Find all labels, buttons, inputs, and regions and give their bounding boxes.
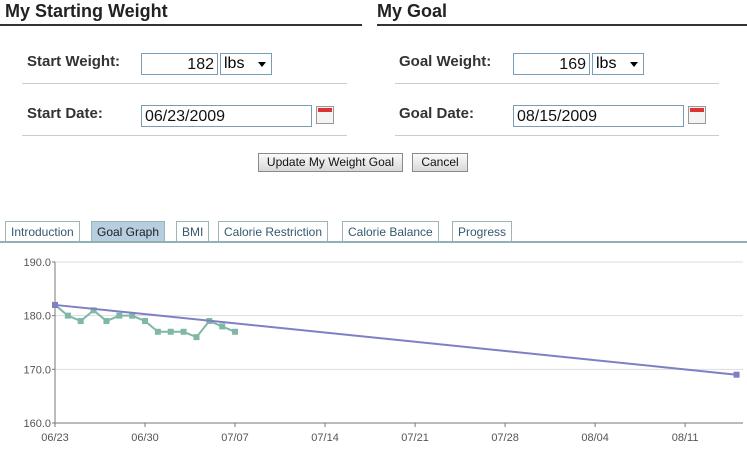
weight-input[interactable]: 182	[141, 53, 218, 75]
data-point	[52, 301, 58, 308]
field-label: Goal Date:	[399, 105, 475, 122]
tab[interactable]: Goal Graph	[91, 221, 166, 242]
data-point	[180, 328, 187, 335]
data-point	[52, 301, 58, 308]
section-title: My Goal	[377, 1, 448, 21]
separator	[395, 135, 719, 136]
calendar-button[interactable]	[688, 106, 706, 124]
data-point	[129, 312, 136, 319]
separator	[22, 135, 347, 136]
update-button[interactable]: Update My Weight Goal	[258, 153, 403, 172]
data-point	[103, 318, 110, 325]
y-tick-label: 190.0	[23, 257, 51, 269]
field-label: Start Date:	[27, 105, 103, 122]
y-tick-label: 170.0	[23, 364, 51, 376]
field-label: Goal Weight:	[399, 53, 492, 70]
data-point	[733, 371, 740, 378]
separator	[22, 83, 347, 84]
x-tick-label: 07/07	[221, 432, 249, 444]
calendar-button[interactable]	[316, 106, 334, 124]
tab[interactable]: Progress	[452, 221, 513, 242]
x-tick-label: 06/23	[41, 432, 69, 444]
data-point	[116, 312, 123, 319]
unit-select[interactable]: lbs	[220, 53, 272, 75]
data-point	[77, 318, 84, 325]
date-input[interactable]: 06/23/2009	[141, 105, 312, 127]
data-point	[206, 318, 213, 325]
data-line	[54, 303, 737, 376]
data-point	[142, 318, 149, 325]
separator	[395, 83, 719, 84]
data-point	[193, 334, 200, 341]
x-tick-label: 07/28	[491, 432, 519, 444]
data-point	[154, 328, 161, 335]
data-point	[90, 307, 97, 314]
tab-underline	[0, 241, 747, 243]
data-point	[64, 312, 71, 319]
x-tick-label: 06/30	[131, 432, 159, 444]
tab[interactable]: Calorie Balance	[342, 221, 439, 242]
divider	[0, 24, 362, 26]
cancel-button[interactable]: Cancel	[412, 153, 468, 172]
weight-input[interactable]: 169	[513, 53, 590, 75]
data-point	[219, 323, 226, 330]
divider	[377, 24, 747, 26]
data-point	[232, 328, 239, 335]
tab[interactable]: BMI	[176, 221, 210, 242]
y-tick-label: 160.0	[23, 418, 51, 430]
x-tick-label: 07/21	[401, 432, 429, 444]
tab[interactable]: Introduction	[5, 221, 80, 242]
section-title: My Starting Weight	[5, 1, 168, 21]
unit-select[interactable]: lbs	[592, 53, 644, 75]
x-tick-label: 07/14	[311, 432, 339, 444]
field-label: Start Weight:	[27, 53, 121, 70]
data-point	[167, 328, 174, 335]
x-tick-label: 08/11	[672, 432, 699, 444]
tab[interactable]: Calorie Restriction	[218, 221, 329, 242]
y-tick-label: 180.0	[23, 311, 51, 323]
date-input[interactable]: 08/15/2009	[513, 105, 684, 127]
data-line	[54, 304, 236, 339]
x-tick-label: 08/04	[581, 432, 609, 444]
